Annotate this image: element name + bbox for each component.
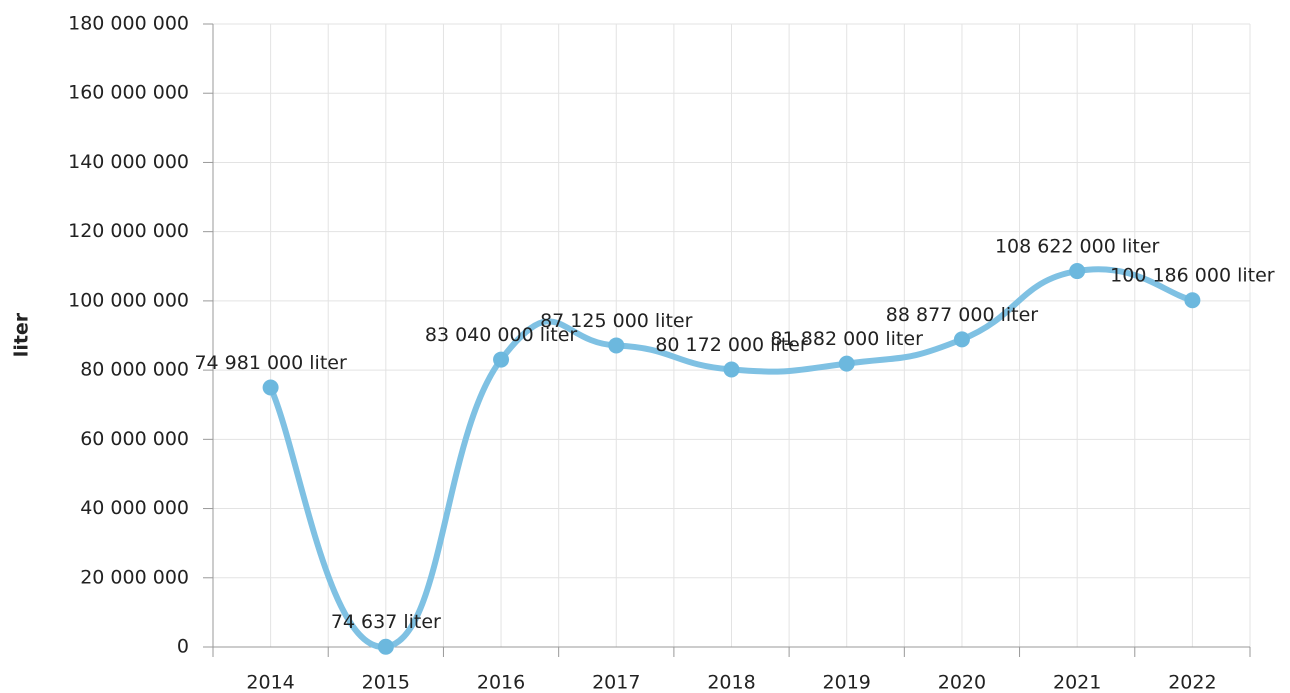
data-label: 108 622 000 liter xyxy=(995,236,1160,258)
point xyxy=(723,361,740,378)
y-tick-label: 100 000 000 xyxy=(68,289,189,311)
y-tick-label: 140 000 000 xyxy=(68,151,189,173)
data-label: 87 125 000 liter xyxy=(540,310,693,332)
data-label: 74 637 liter xyxy=(331,611,441,633)
data-label: 88 877 000 liter xyxy=(886,304,1039,326)
point xyxy=(608,337,625,354)
x-tick-label: 2018 xyxy=(707,672,755,693)
x-tick-label: 2017 xyxy=(592,672,640,693)
y-axis-label: liter xyxy=(11,312,33,357)
data-label: 74 981 000 liter xyxy=(194,352,347,374)
point xyxy=(838,355,855,372)
point xyxy=(953,331,970,348)
point xyxy=(1069,263,1086,280)
data-label: 80 172 000 liter xyxy=(655,334,808,356)
x-tick-label: 2019 xyxy=(823,672,871,693)
x-tick-label: 2022 xyxy=(1168,672,1216,693)
data-label: 81 882 000 liter xyxy=(771,328,924,350)
y-tick-label: 20 000 000 xyxy=(80,566,189,588)
y-tick-label: 0 xyxy=(177,636,189,658)
point xyxy=(1184,292,1201,309)
y-tick-label: 60 000 000 xyxy=(80,428,189,450)
point xyxy=(493,351,510,368)
y-tick-label: 80 000 000 xyxy=(80,359,189,381)
data-label: 100 186 000 liter xyxy=(1110,265,1275,287)
x-tick-label: 2016 xyxy=(477,672,525,693)
data-label: 83 040 000 liter xyxy=(425,324,578,346)
y-tick-label: 120 000 000 xyxy=(68,220,189,242)
y-tick-label: 160 000 000 xyxy=(68,82,189,104)
point xyxy=(262,379,279,396)
y-tick-label: 40 000 000 xyxy=(80,497,189,519)
x-tick-label: 2015 xyxy=(362,672,410,693)
point xyxy=(377,638,394,655)
x-tick-label: 2021 xyxy=(1053,672,1101,693)
x-tick-label: 2020 xyxy=(938,672,986,693)
y-tick-label: 180 000 000 xyxy=(68,13,189,35)
x-tick-label: 2014 xyxy=(246,672,294,693)
